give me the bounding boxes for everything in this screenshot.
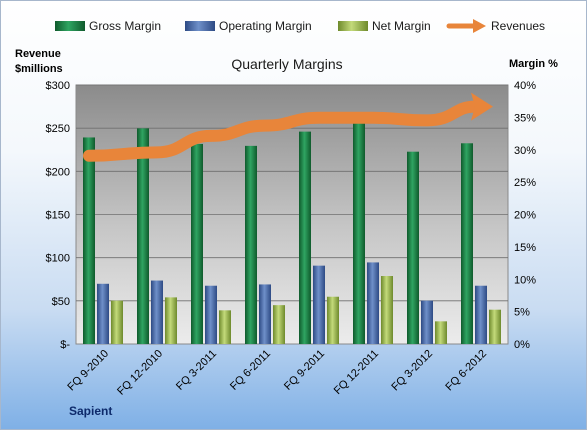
legend-arrowhead-revenues <box>473 19 486 33</box>
legend: Gross Margin Operating Margin Net Margin… <box>55 19 545 33</box>
bar-gross-margin <box>83 137 95 344</box>
y-left-tick-label: $100 <box>46 253 70 265</box>
x-tick-label: FQ 9-2010 <box>65 348 111 394</box>
x-tick-label: FQ 9-2011 <box>282 348 327 393</box>
bar-net-margin <box>111 300 123 344</box>
y-left-tick-label: $300 <box>46 80 70 92</box>
bar-net-margin <box>381 276 393 344</box>
y-left-tick-label: $- <box>60 339 70 351</box>
x-tick-label: FQ 3-2012 <box>389 348 435 394</box>
y-right-tick-label: 30% <box>514 145 536 157</box>
y-right-tick-label: 20% <box>514 210 536 222</box>
x-tick-label: FQ 6-2011 <box>228 348 273 393</box>
bar-net-margin <box>327 296 339 344</box>
bar-gross-margin <box>353 118 365 345</box>
bar-net-margin <box>435 321 447 344</box>
bar-gross-margin <box>245 145 257 344</box>
x-tick-label: FQ 3-2011 <box>174 348 219 393</box>
y-right-tick-label: 25% <box>514 177 536 189</box>
y-left-tick-label: $50 <box>52 296 70 308</box>
revenue-arrow-line <box>83 100 481 162</box>
y-right-label: Margin % <box>509 58 558 70</box>
y-right-tick-label: 15% <box>514 242 536 254</box>
bar-net-margin <box>273 305 285 344</box>
bar-operating-margin <box>259 284 271 344</box>
x-tick-label: FQ 6-2012 <box>443 348 489 394</box>
bar-operating-margin <box>205 285 217 344</box>
bar-operating-margin <box>97 283 109 344</box>
bar-operating-margin <box>313 265 325 344</box>
source-label: Sapient <box>69 404 112 418</box>
bar-gross-margin <box>137 128 149 344</box>
legend-swatch-gross-margin <box>55 21 85 31</box>
y-left-tick-label: $150 <box>46 210 70 222</box>
y-left-ticks: $- $50 $100 $150 $200 $250 $300 <box>46 80 71 351</box>
legend-label-net-margin: Net Margin <box>372 19 431 33</box>
y-right-ticks: 0% 5% 10% 15% 20% 25% 30% 35% 40% <box>514 80 536 351</box>
y-right-tick-label: 5% <box>514 307 530 319</box>
bar-operating-margin <box>475 285 487 344</box>
x-tick-labels: FQ 9-2010 FQ 12-2010 FQ 3-2011 FQ 6-2011 FQ … <box>65 348 489 398</box>
y-right-tick-label: 0% <box>514 339 530 351</box>
bar-operating-margin <box>421 300 433 344</box>
revenue-arrowhead <box>471 92 493 121</box>
legend-label-gross-margin: Gross Margin <box>89 19 161 33</box>
legend-label-operating-margin: Operating Margin <box>219 19 312 33</box>
bar-gross-margin <box>299 131 311 344</box>
revenue-arrow-group <box>83 92 493 162</box>
y-right-tick-label: 10% <box>514 274 536 286</box>
bar-operating-margin <box>367 262 379 344</box>
bar-gross-margin <box>407 151 419 344</box>
y-right-tick-label: 35% <box>514 112 536 124</box>
y-right-tick-label: 40% <box>514 80 536 92</box>
bar-net-margin <box>489 309 501 344</box>
legend-swatch-operating-margin <box>185 21 215 31</box>
y-left-label-line1: Revenue <box>15 48 61 60</box>
bar-gross-margin <box>191 143 203 344</box>
legend-label-revenues: Revenues <box>491 19 545 33</box>
legend-swatch-net-margin <box>338 21 368 31</box>
bar-net-margin <box>165 297 177 344</box>
y-left-tick-label: $200 <box>46 166 70 178</box>
y-left-tick-label: $250 <box>46 123 70 135</box>
x-tick-label: FQ 12-2011 <box>332 348 381 397</box>
y-left-label-line2: $millions <box>15 63 63 75</box>
bar-net-margin <box>219 310 231 344</box>
chart-title: Quarterly Margins <box>231 56 342 72</box>
bars-group <box>83 118 501 345</box>
bar-operating-margin <box>151 280 163 344</box>
x-tick-label: FQ 12-2010 <box>115 348 165 398</box>
bar-gross-margin <box>461 143 473 344</box>
